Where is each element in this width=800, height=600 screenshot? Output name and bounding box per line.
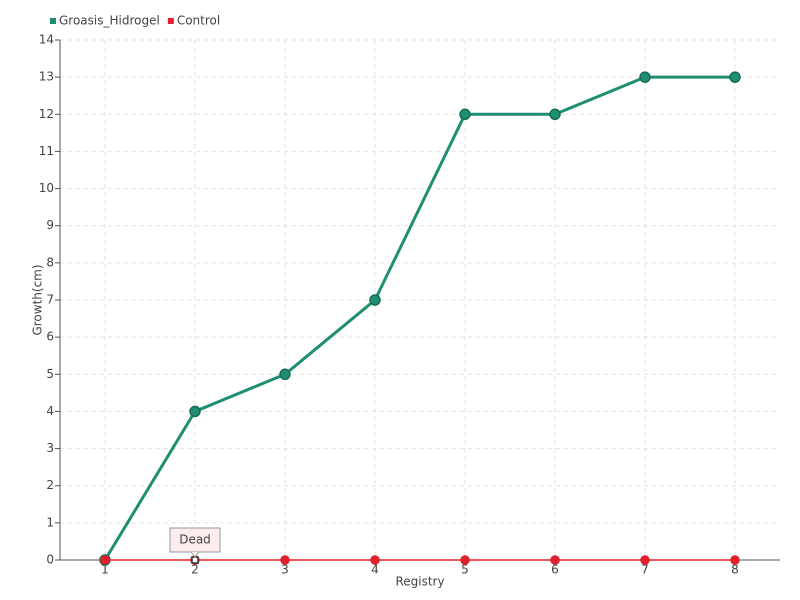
point	[280, 555, 290, 565]
x-tick-label: 3	[281, 563, 289, 577]
y-tick-label: 13	[39, 70, 54, 84]
legend-swatch	[167, 18, 174, 24]
point	[729, 71, 741, 83]
x-tick-label: 4	[371, 563, 379, 577]
y-tick-label: 6	[46, 330, 54, 344]
point	[369, 294, 381, 306]
point	[639, 71, 651, 83]
legend-swatch	[50, 18, 56, 24]
y-tick-label: 12	[39, 107, 54, 121]
y-tick-label: 3	[46, 441, 54, 455]
annotation-box	[169, 527, 221, 553]
point	[459, 108, 471, 121]
point	[640, 555, 650, 565]
point	[370, 555, 380, 565]
x-tick-label: 6	[551, 563, 559, 577]
annotation-marker	[191, 556, 199, 564]
y-tick-label: 10	[39, 181, 54, 195]
point	[549, 108, 561, 121]
point	[189, 405, 201, 418]
legend-label: Control	[177, 14, 220, 28]
y-tick-label: 5	[46, 367, 54, 381]
y-tick-label: 4	[46, 404, 54, 418]
y-tick-label: 1	[46, 515, 54, 529]
point	[279, 368, 291, 381]
y-tick-label: 14	[39, 33, 54, 47]
y-tick-label: 8	[46, 255, 54, 269]
point	[460, 555, 470, 565]
x-tick-label: 8	[731, 563, 739, 577]
series-line	[103, 75, 735, 561]
y-tick-label: 7	[46, 293, 54, 307]
legend-label: Groasis_Hidrogel	[59, 14, 160, 28]
y-tick-label: 0	[46, 553, 54, 567]
y-tick-label: 2	[46, 478, 54, 492]
annotation-pointer	[190, 551, 200, 558]
x-tick-label: 1	[101, 563, 109, 577]
y-axis-label: Growth(cm)	[31, 264, 45, 335]
x-tick-label: 2	[191, 563, 199, 577]
point	[550, 555, 560, 565]
y-tick-label: 9	[46, 218, 54, 232]
annotation-text: Dead	[179, 533, 211, 547]
y-tick-label: 11	[39, 144, 54, 158]
point	[100, 555, 110, 565]
x-tick-label: 7	[641, 563, 649, 577]
point	[730, 555, 740, 565]
x-axis-label: Registry	[395, 575, 444, 589]
x-tick-label: 5	[461, 563, 469, 577]
